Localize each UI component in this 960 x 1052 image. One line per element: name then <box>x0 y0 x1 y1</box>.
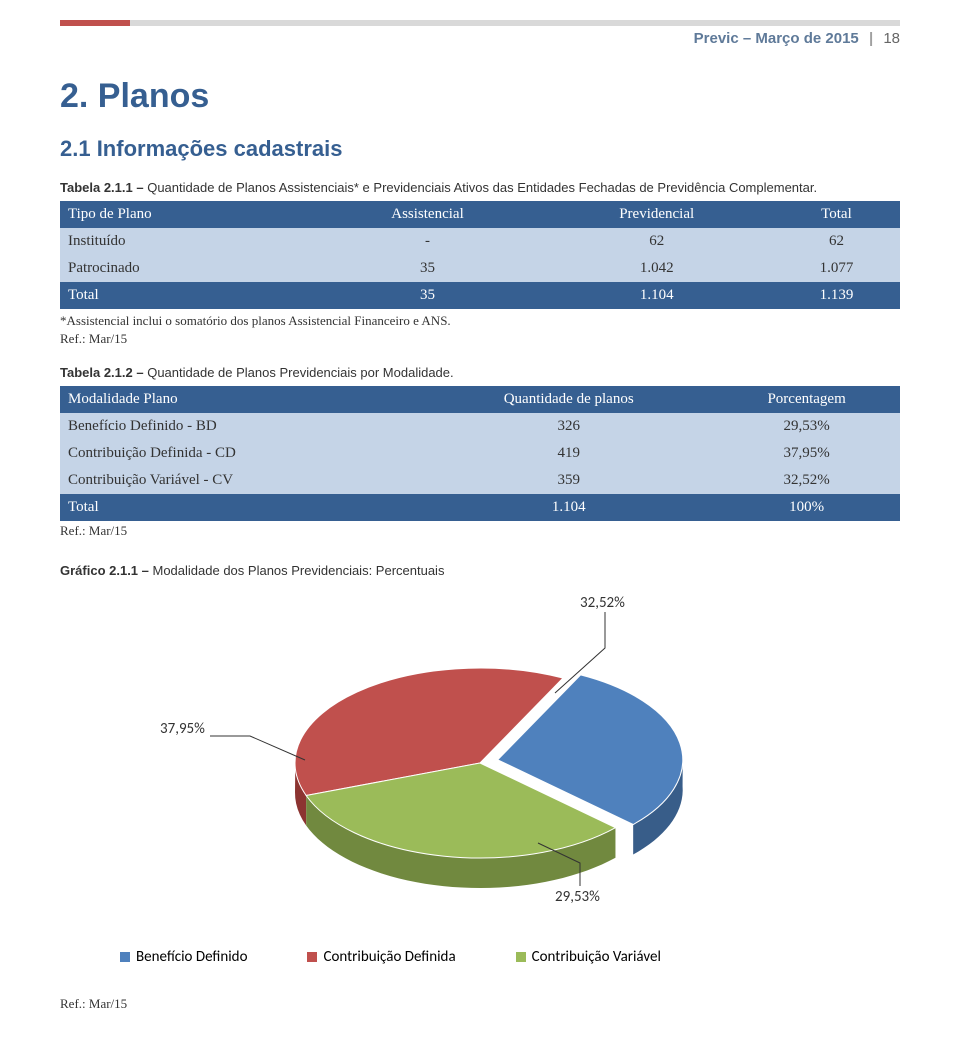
leader-line <box>210 736 305 760</box>
table-cell: 62 <box>541 228 773 255</box>
table-cell: 419 <box>424 440 713 467</box>
table-cell: 1.104 <box>541 282 773 309</box>
column-header: Total <box>773 201 900 228</box>
caption-body: Quantidade de Planos Assistenciais* e Pr… <box>147 180 817 195</box>
column-header: Previdencial <box>541 201 773 228</box>
caption-no: Tabela 2.1.2 – <box>60 365 147 380</box>
table-cell: 359 <box>424 467 713 494</box>
table-cell: 62 <box>773 228 900 255</box>
table-cell: - <box>314 228 540 255</box>
table-cell: 35 <box>314 282 540 309</box>
table-cell: Total <box>60 494 424 521</box>
table-row: Contribuição Definida - CD41937,95% <box>60 440 900 467</box>
table-cell: Patrocinado <box>60 255 314 282</box>
table-row: Benefício Definido - BD32629,53% <box>60 413 900 440</box>
legend-swatch <box>307 952 317 962</box>
table-cell: 37,95% <box>713 440 900 467</box>
chart-ref: Ref.: Mar/15 <box>60 996 900 1012</box>
legend-item: Contribuição Definida <box>307 948 455 966</box>
table1-footnote: *Assistencial inclui o somatório dos pla… <box>60 313 900 329</box>
header-divider: | <box>869 30 873 47</box>
table2: Modalidade PlanoQuantidade de planosPorc… <box>60 386 900 521</box>
table-row: Instituído-6262 <box>60 228 900 255</box>
table-cell: Instituído <box>60 228 314 255</box>
table-row: Total1.104100% <box>60 494 900 521</box>
section-title: 2. Planos <box>60 77 900 116</box>
legend-label: Contribuição Variável <box>532 948 661 966</box>
table-cell: Total <box>60 282 314 309</box>
table-cell: 35 <box>314 255 540 282</box>
legend-label: Contribuição Definida <box>323 948 455 966</box>
table-cell: 32,52% <box>713 467 900 494</box>
page-number: 18 <box>883 30 900 47</box>
table-cell: 1.077 <box>773 255 900 282</box>
table-cell: 1.042 <box>541 255 773 282</box>
table-cell: 326 <box>424 413 713 440</box>
table-cell: Contribuição Variável - CV <box>60 467 424 494</box>
table-cell: Contribuição Definida - CD <box>60 440 424 467</box>
pie-label: 29,53% <box>555 888 600 906</box>
column-header: Porcentagem <box>713 386 900 413</box>
chart-caption: Gráfico 2.1.1 – Modalidade dos Planos Pr… <box>60 563 900 578</box>
pie-label: 37,95% <box>160 720 205 738</box>
table1-caption: Tabela 2.1.1 – Quantidade de Planos Assi… <box>60 180 900 195</box>
subsection-title: 2.1 Informações cadastrais <box>60 136 900 162</box>
legend-item: Contribuição Variável <box>516 948 661 966</box>
table-cell: 100% <box>713 494 900 521</box>
table2-ref: Ref.: Mar/15 <box>60 523 900 539</box>
caption-no: Gráfico 2.1.1 – <box>60 563 153 578</box>
caption-no: Tabela 2.1.1 – <box>60 180 147 195</box>
column-header: Modalidade Plano <box>60 386 424 413</box>
pie-svg <box>100 588 860 928</box>
table-row: Patrocinado351.0421.077 <box>60 255 900 282</box>
column-header: Quantidade de planos <box>424 386 713 413</box>
table-row: Total351.1041.139 <box>60 282 900 309</box>
column-header: Tipo de Plano <box>60 201 314 228</box>
table-cell: 1.104 <box>424 494 713 521</box>
page-header: Previc – Março de 2015 | 18 <box>60 30 900 47</box>
pie-label: 32,52% <box>580 594 625 612</box>
table-cell: 1.139 <box>773 282 900 309</box>
chart-legend: Benefício Definido Contribuição Definida C… <box>60 948 900 966</box>
table-row: Contribuição Variável - CV35932,52% <box>60 467 900 494</box>
legend-item: Benefício Definido <box>120 948 247 966</box>
header-accent <box>60 20 130 26</box>
table1: Tipo de PlanoAssistencialPrevidencialTot… <box>60 201 900 309</box>
pie-chart-3d: 32,52% 37,95% 29,53% <box>100 588 860 928</box>
table-cell: Benefício Definido - BD <box>60 413 424 440</box>
header-rule <box>60 20 900 26</box>
legend-label: Benefício Definido <box>136 948 247 966</box>
table1-ref: Ref.: Mar/15 <box>60 331 900 347</box>
table2-caption: Tabela 2.1.2 – Quantidade de Planos Prev… <box>60 365 900 380</box>
caption-body: Quantidade de Planos Previdenciais por M… <box>147 365 453 380</box>
table-cell: 29,53% <box>713 413 900 440</box>
header-source: Previc – Março de 2015 <box>694 30 859 47</box>
legend-swatch <box>120 952 130 962</box>
column-header: Assistencial <box>314 201 540 228</box>
caption-body: Modalidade dos Planos Previdenciais: Per… <box>153 563 445 578</box>
legend-swatch <box>516 952 526 962</box>
